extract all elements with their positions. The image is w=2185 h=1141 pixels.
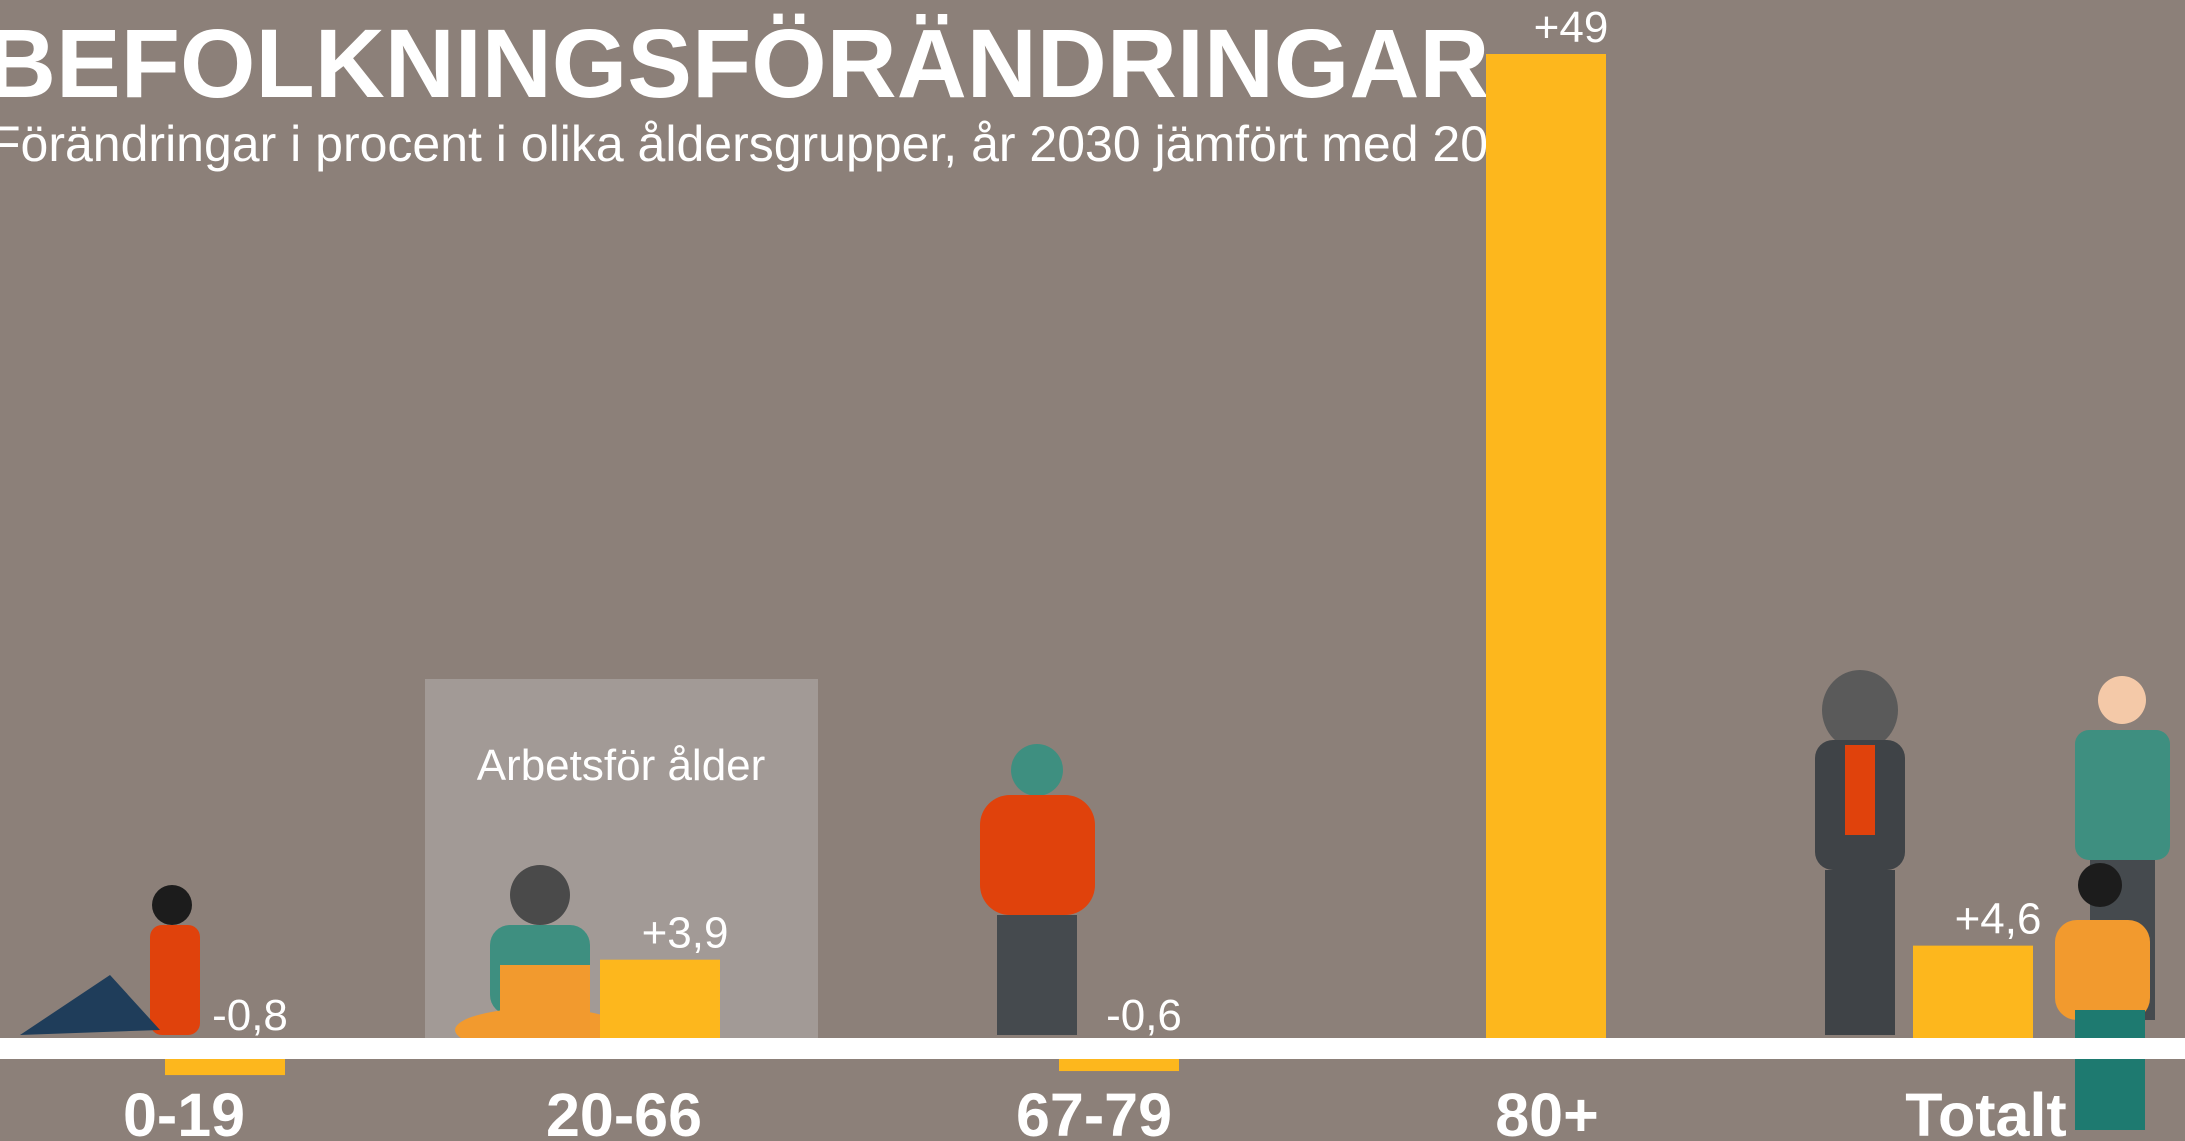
x-tick-label: 80+	[1495, 1081, 1598, 1141]
bar	[1059, 1059, 1179, 1072]
value-label: -0,6	[1106, 991, 1182, 1040]
bar	[165, 1059, 285, 1076]
annotation: Arbetsför ålder	[477, 741, 766, 790]
bar	[600, 959, 720, 1038]
x-tick-label: 20-66	[546, 1081, 702, 1141]
chart-subtitle: Förändringar i procent i olika åldersgru…	[0, 116, 1558, 172]
value-label: +49	[1534, 3, 1609, 52]
x-tick-label: Totalt	[1905, 1081, 2067, 1141]
bar	[1486, 54, 1606, 1038]
x-tick-label: 67-79	[1016, 1081, 1172, 1141]
figure-child	[20, 885, 200, 1035]
value-label: +4,6	[1955, 895, 2042, 944]
figure-men	[2055, 676, 2170, 1130]
value-label: -0,8	[212, 991, 288, 1040]
baseline-band	[0, 1038, 2185, 1059]
value-label: +3,9	[642, 909, 729, 958]
figure-senior	[980, 744, 1095, 1035]
bar	[1913, 945, 2033, 1038]
figure-woman	[1815, 670, 1905, 1035]
chart-title: BEFOLKNINGSFÖRÄNDRINGAR	[0, 9, 1489, 118]
illustrations	[20, 670, 2170, 1130]
x-tick-label: 0-19	[123, 1081, 245, 1141]
